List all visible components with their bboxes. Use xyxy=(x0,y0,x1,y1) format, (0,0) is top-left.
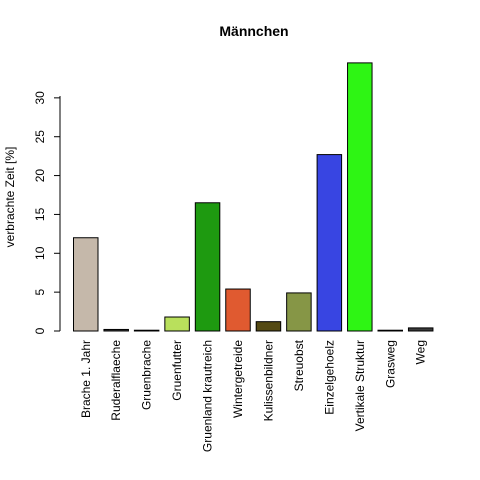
y-tick-label: 10 xyxy=(33,246,47,260)
y-axis-ticks: 0 5 10 15 20 25 30 xyxy=(33,91,60,334)
bar xyxy=(103,328,129,332)
y-tick-label: 25 xyxy=(33,130,47,144)
bar xyxy=(133,329,160,332)
y-tick-label: 30 xyxy=(33,91,47,105)
bar xyxy=(73,237,99,332)
x-tick-label: Grasweg xyxy=(383,340,397,388)
bar xyxy=(194,202,221,332)
x-tick-label: Einzelgehoelz xyxy=(322,340,336,415)
x-tick-label: Gruenbrache xyxy=(140,340,154,410)
x-tick-label: Brache 1. Jahr xyxy=(79,340,93,418)
x-tick-label: Ruderalflaeche xyxy=(109,340,123,421)
x-tick-label: Kulissenbildner xyxy=(261,340,275,421)
x-tick-label: Vertikale Struktur xyxy=(353,340,367,431)
y-tick-label: 15 xyxy=(33,207,47,221)
bar xyxy=(286,292,312,332)
bar xyxy=(316,154,343,332)
bar xyxy=(225,288,251,332)
bar xyxy=(255,321,282,332)
y-tick-label: 20 xyxy=(33,169,47,183)
x-tick-label: Gruenfutter xyxy=(170,340,184,401)
bar xyxy=(164,316,190,332)
x-tick-label: Weg xyxy=(414,340,428,364)
x-tick-label: Wintergetreide xyxy=(231,340,245,418)
x-tick-label: Gruenland krautreich xyxy=(201,340,215,452)
y-axis-label: verbrachte Zeit [%] xyxy=(3,147,17,248)
x-tick-label: Streuobst xyxy=(292,339,306,391)
bars xyxy=(73,62,434,332)
bar xyxy=(377,329,403,332)
x-axis-labels: Brache 1. Jahr Ruderalflaeche Gruenbrache G… xyxy=(79,339,428,452)
y-tick-label: 0 xyxy=(33,327,47,334)
chart-title: Männchen xyxy=(219,23,288,39)
bar xyxy=(407,327,434,332)
y-tick-label: 5 xyxy=(33,288,47,295)
bar xyxy=(347,62,373,332)
